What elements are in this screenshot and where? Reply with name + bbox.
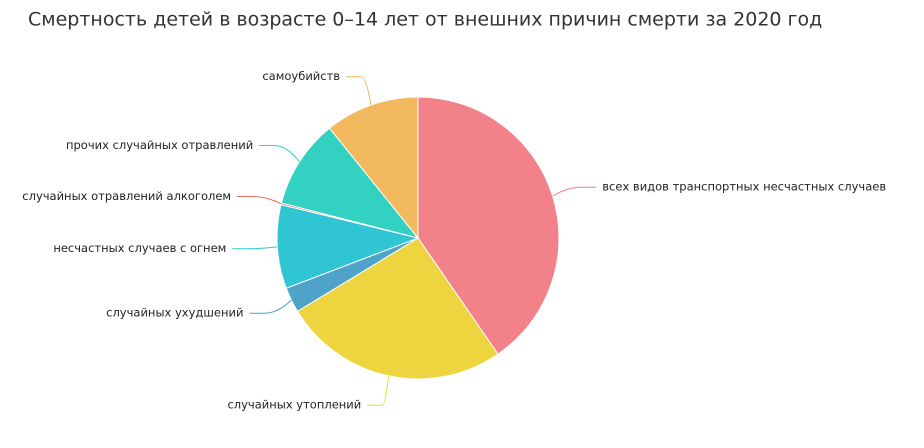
- leader-line: [237, 196, 282, 205]
- pie-slice: [280, 127, 420, 239]
- slice-label: прочих случайных отравлений: [66, 138, 253, 152]
- leader-line: [249, 299, 292, 314]
- pie-slice: [417, 96, 560, 355]
- leader-line: [346, 76, 372, 106]
- leader-line: [552, 186, 597, 197]
- slice-label: случайных ухудшений: [106, 306, 243, 320]
- slice-label: несчастных случаев с огнем: [53, 241, 226, 255]
- pie-slice: [328, 96, 419, 240]
- pie-slice: [296, 237, 499, 380]
- leader-line: [259, 144, 300, 163]
- chart-title: Смертность детей в возрасте 0–14 лет от …: [28, 9, 822, 31]
- slice-label: случайных отравлений алкоголем: [22, 189, 231, 203]
- slice-label: случайных утоплений: [227, 398, 361, 412]
- leader-line: [367, 375, 390, 406]
- leader-line: [232, 246, 278, 250]
- slice-label: всех видов транспортных несчастных случа…: [602, 180, 886, 194]
- slice-label: самоубийств: [262, 69, 340, 83]
- pie-slice: [276, 204, 420, 289]
